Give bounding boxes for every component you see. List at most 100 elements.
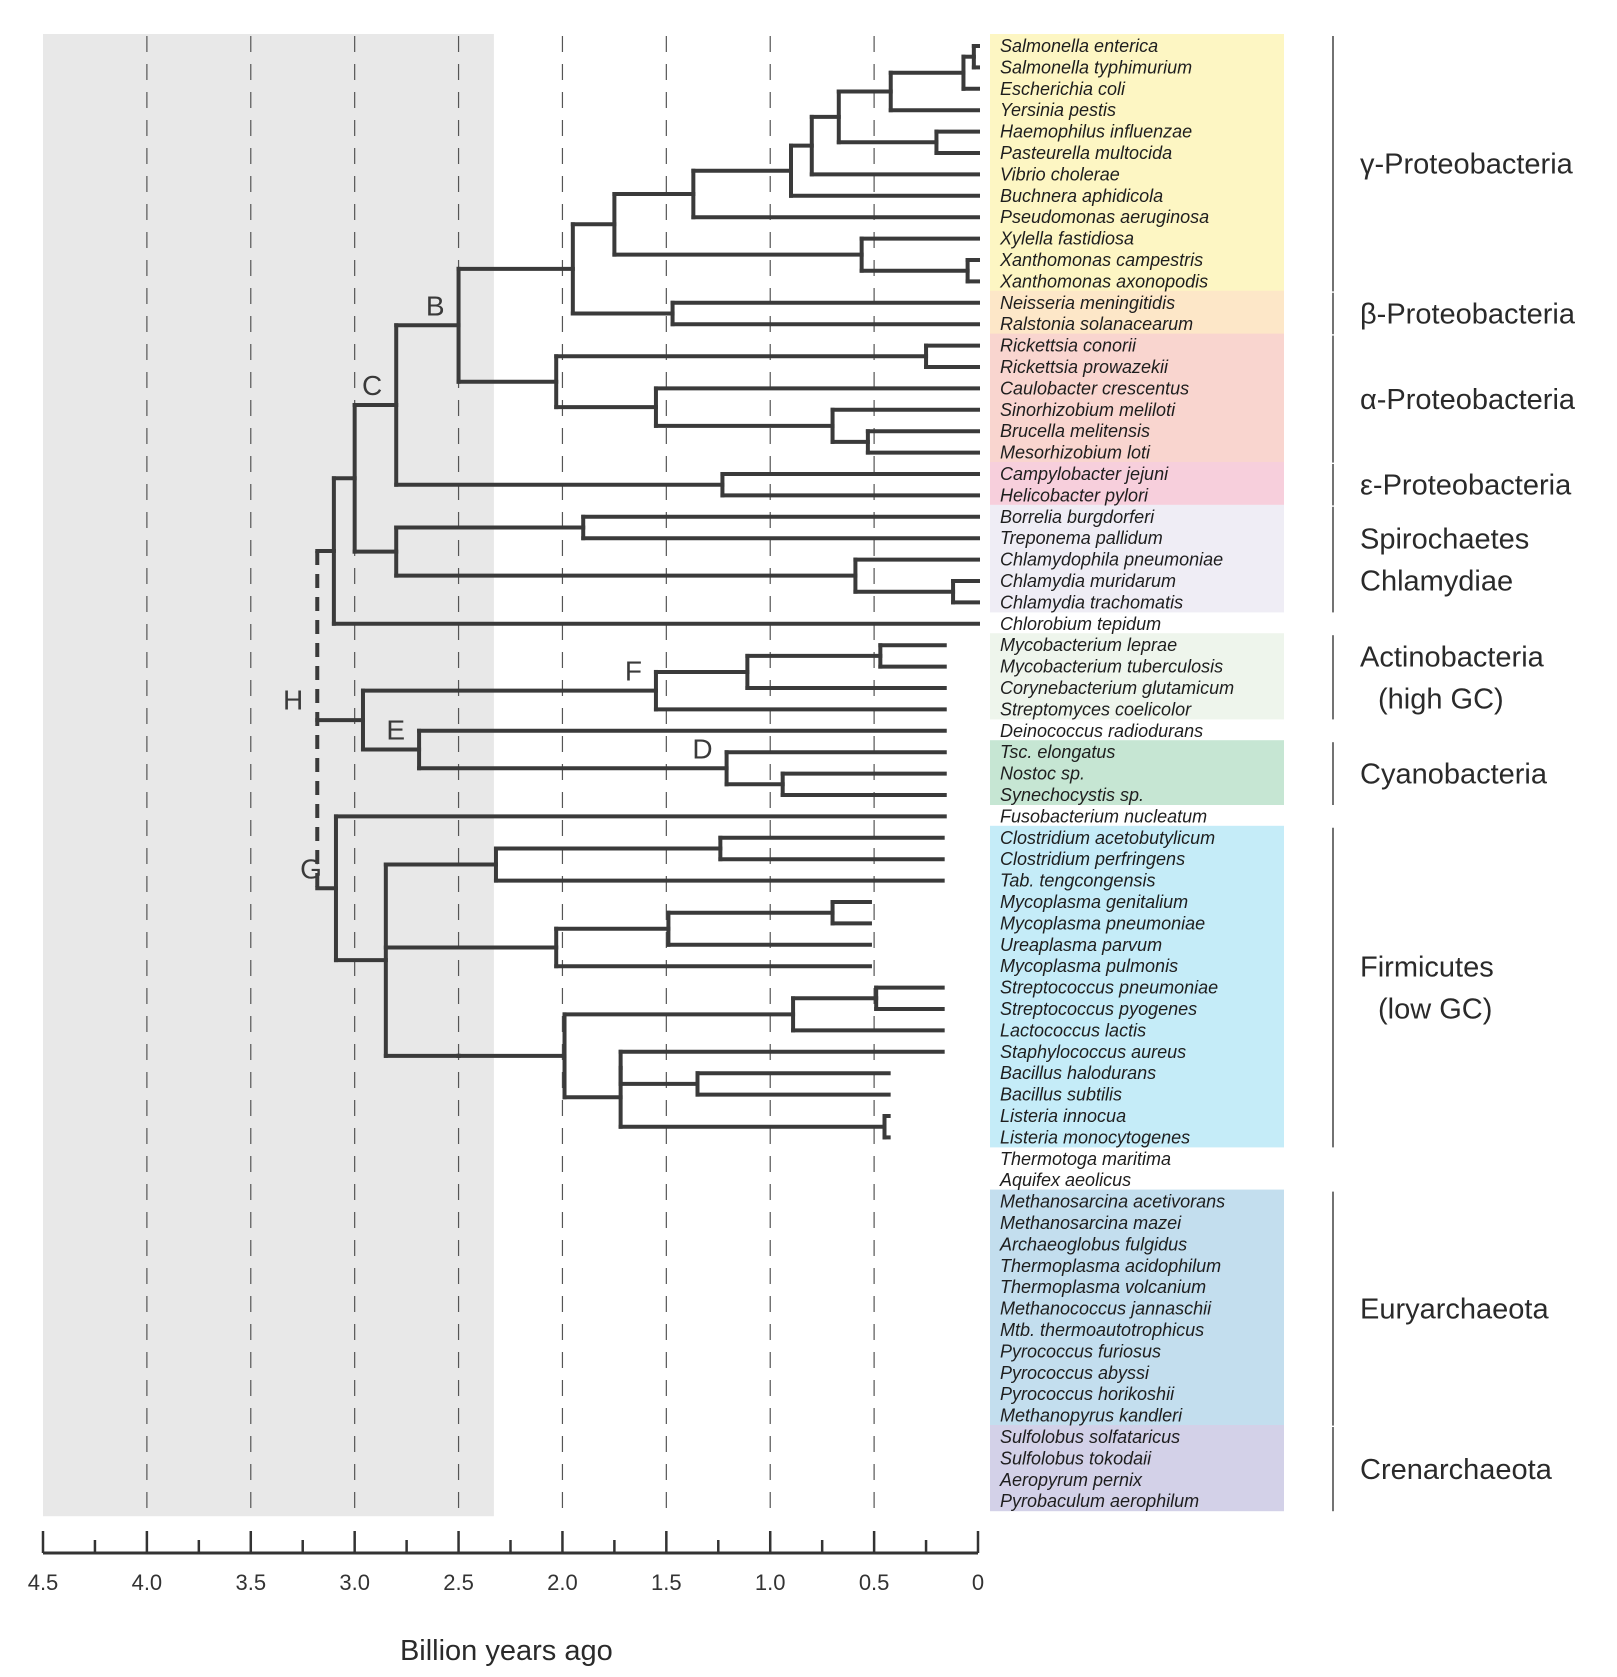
species-label: Xanthomonas axonopodis (999, 271, 1208, 291)
species-label: Treponema pallidum (1000, 528, 1163, 548)
species-label: Pyrococcus horikoshii (1000, 1384, 1175, 1404)
species-label: Methanosarcina acetivorans (1000, 1192, 1225, 1212)
group-band-gamma (990, 34, 1284, 292)
group-band-firmi (990, 825, 1284, 1148)
species-label: Listeria innocua (1000, 1106, 1126, 1126)
species-label: Vibrio cholerae (1000, 164, 1120, 184)
species-label: Corynebacterium glutamicum (1000, 678, 1234, 698)
species-label: Pseudomonas aeruginosa (1000, 207, 1209, 227)
species-label: Brucella melitensis (1000, 421, 1150, 441)
species-label: Lactococcus lactis (1000, 1020, 1146, 1040)
axis-tick-label: 3.0 (339, 1570, 370, 1595)
species-label: Pyrococcus furiosus (1000, 1341, 1161, 1361)
group-label-beta: β-Proteobacteria (1360, 299, 1576, 331)
species-label: Deinococcus radiodurans (1000, 721, 1203, 741)
group-label-spiro: Spirochaetes (1360, 524, 1529, 556)
species-label: Methanosarcina mazei (1000, 1213, 1182, 1233)
species-label: Thermotoga maritima (1000, 1149, 1171, 1169)
species-label: Nostoc sp. (1000, 764, 1085, 784)
species-label: Mesorhizobium loti (1000, 443, 1151, 463)
axis-tick-label: 4.5 (28, 1570, 59, 1595)
group-band-spiro (990, 504, 1284, 613)
species-label: Bacillus subtilis (1000, 1085, 1122, 1105)
species-label: Campylobacter jejuni (1000, 464, 1169, 484)
species-label: Mtb. thermoautotrophicus (1000, 1320, 1204, 1340)
species-label: Pyrococcus abyssi (1000, 1363, 1150, 1383)
species-label: Buchnera aphidicola (1000, 186, 1163, 206)
species-label: Tab. tengcongensis (1000, 871, 1155, 891)
species-label: Mycoplasma pneumoniae (1000, 913, 1205, 933)
species-label: Streptomyces coelicolor (1000, 699, 1192, 719)
species-label: Aquifex aeolicus (999, 1170, 1131, 1190)
axis-tick-label: 1.5 (651, 1570, 682, 1595)
axis-tick-label: 2.0 (547, 1570, 578, 1595)
axis-tick-label: 1.0 (755, 1570, 786, 1595)
group-label-actino: Actinobacteria (1360, 641, 1545, 673)
species-label: Streptococcus pneumoniae (1000, 978, 1218, 998)
shaded-early-earth-region (43, 34, 494, 1517)
species-label: Methanopyrus kandleri (1000, 1406, 1183, 1426)
species-label: Pasteurella multocida (1000, 143, 1172, 163)
species-label: Chlamydia muridarum (1000, 571, 1176, 591)
species-label: Pyrobaculum aerophilum (1000, 1491, 1199, 1511)
time-axis: 4.5 4.0 3.5 3.0 2.5 2.0 1.5 1.0 0.5 0 (28, 1531, 984, 1595)
species-label: Mycobacterium tuberculosis (1000, 657, 1223, 677)
species-label: Sulfolobus tokodaii (1000, 1448, 1152, 1468)
species-label: Bacillus halodurans (1000, 1063, 1156, 1083)
node-label-g: G (300, 853, 322, 884)
species-label: Clostridium perfringens (1000, 849, 1185, 869)
species-label: Ureaplasma parvum (1000, 935, 1162, 955)
species-label: Clostridium acetobutylicum (1000, 828, 1215, 848)
species-label: Borrelia burgdorferi (1000, 507, 1155, 527)
node-label-h: H (283, 685, 303, 716)
axis-tick-label: 0 (972, 1570, 984, 1595)
group-band-cyano (990, 740, 1284, 805)
group-band-beta (990, 290, 1284, 335)
species-label: Sulfolobus solfataricus (1000, 1427, 1180, 1447)
species-label: Yersinia pestis (1000, 100, 1116, 120)
axis-tick-label: 2.5 (443, 1570, 474, 1595)
group-label-spiro: Chlamydiae (1360, 566, 1513, 598)
group-label-gamma: γ-Proteobacteria (1360, 149, 1574, 181)
species-label: Thermoplasma acidophilum (1000, 1256, 1221, 1276)
tree-branches (315, 44, 980, 1140)
species-label: Archaeoglobus fulgidus (999, 1234, 1187, 1254)
node-label-d: D (692, 733, 712, 764)
species-label: Chlamydia trachomatis (1000, 592, 1183, 612)
species-label: Mycoplasma pulmonis (1000, 956, 1178, 976)
species-label: Escherichia coli (1000, 79, 1126, 99)
species-label: Mycobacterium leprae (1000, 635, 1177, 655)
species-label: Salmonella enterica (1000, 36, 1158, 56)
species-label: Mycoplasma genitalium (1000, 892, 1188, 912)
species-label: Salmonella typhimurium (1000, 57, 1192, 77)
species-label: Caulobacter crescentus (1000, 378, 1189, 398)
species-label: Thermoplasma volcanium (1000, 1277, 1206, 1297)
node-label-f: F (625, 656, 642, 687)
group-label-actino: (high GC) (1378, 683, 1504, 715)
group-label-cren: Crenarchaeota (1360, 1454, 1553, 1486)
group-label-firmi: Firmicutes (1360, 952, 1494, 984)
group-band-alpha (990, 333, 1284, 463)
axis-tick-label: 0.5 (859, 1570, 890, 1595)
group-label-alpha: α-Proteobacteria (1360, 384, 1576, 416)
species-label: Synechocystis sp. (1000, 785, 1144, 805)
group-band-cren (990, 1425, 1284, 1512)
group-band-eury (990, 1189, 1284, 1426)
species-label: Xanthomonas campestris (999, 250, 1203, 270)
group-band-actino (990, 633, 1284, 720)
node-label-c: C (362, 370, 382, 401)
node-label-e: E (386, 715, 405, 746)
species-label: Aeropyrum pernix (999, 1470, 1143, 1490)
species-label: Chlamydophila pneumoniae (1000, 550, 1223, 570)
species-label: Helicobacter pylori (1000, 485, 1149, 505)
group-label-cyano: Cyanobacteria (1360, 759, 1548, 791)
group-label-eury: Euryarchaeota (1360, 1294, 1549, 1326)
node-labels: B C F D E G H (283, 290, 713, 884)
species-label: Xylella fastidiosa (999, 229, 1134, 249)
species-label: Neisseria meningitidis (1000, 293, 1175, 313)
group-labels: γ-Proteobacteria β-Proteobacteria α-Proteo… (1332, 36, 1576, 1512)
axis-title: Billion years ago (400, 1635, 613, 1667)
group-label-firmi: (low GC) (1378, 994, 1492, 1026)
